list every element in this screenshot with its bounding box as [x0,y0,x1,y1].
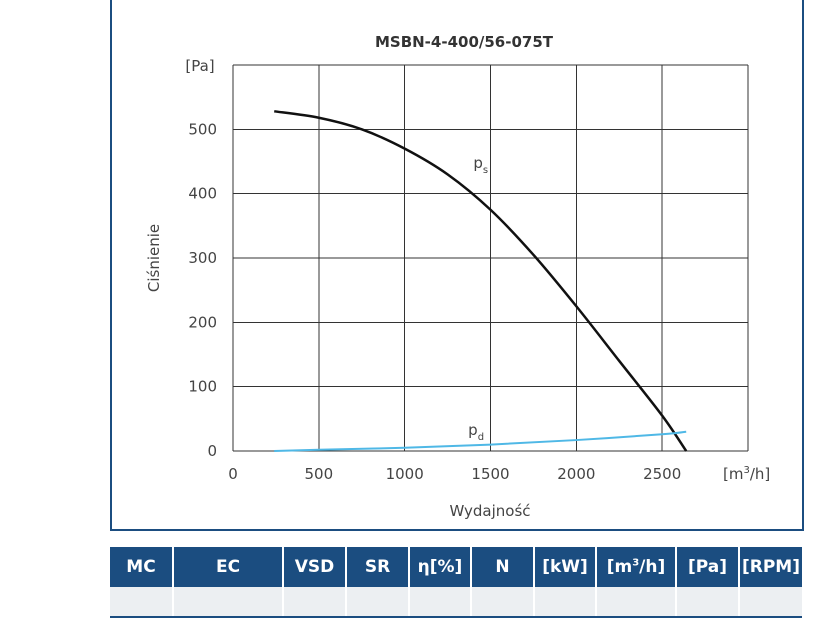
table-cell [110,587,173,618]
table-cell [408,587,471,618]
chart-title: MSBN-4-400/56-075T [375,33,554,51]
tick-labels: 0 500 1000 1500 2000 2500 0 100 200 300 400 500 [188,120,681,483]
table-cell [738,587,802,618]
series: ps pd [274,110,688,452]
table-header-cell: η[%] [408,547,471,587]
series-label-pd: pd [468,421,484,443]
x-axis-label: Wydajność [449,502,530,520]
y-tick-label: 200 [188,313,217,331]
table-header-cell: [Pa] [675,547,739,587]
table-header-cell: VSD [282,547,346,587]
x-unit-label: [m3/h] [723,465,770,483]
series-line-pd [274,430,687,452]
table-cell [470,587,534,618]
x-tick-label: 500 [305,465,334,483]
table-header-cell: SR [345,547,409,587]
series-line-ps [274,110,688,452]
table-header-cell: [RPM] [738,547,802,587]
table-row [110,587,802,618]
y-tick-label: 0 [207,442,217,460]
y-tick-label: 400 [188,185,217,203]
table-header-row: MC EC VSD SR η[%] N [kW] [m3/h] [Pa] [RPM] [110,547,802,587]
performance-chart: MSBN-4-400/56-075T [Pa] Ciśnienie Wydajn… [145,33,770,520]
spec-table: MC EC VSD SR η[%] N [kW] [m3/h] [Pa] [RPM] [110,547,802,618]
x-tick-label: 2500 [643,465,681,483]
y-tick-label: 500 [188,120,217,138]
x-tick-label: 0 [228,465,238,483]
table-cell [675,587,739,618]
y-tick-label: 100 [188,378,217,396]
table-cell [345,587,409,618]
y-tick-label: 300 [188,249,217,267]
table-header-cell: [kW] [533,547,596,587]
x-tick-label: 2000 [557,465,595,483]
x-tick-label: 1500 [471,465,509,483]
table-cell [172,587,283,618]
table-header-cell: [m3/h] [595,547,676,587]
chart-frame: MSBN-4-400/56-075T [Pa] Ciśnienie Wydajn… [110,0,804,531]
table-cell [533,587,596,618]
x-tick-label: 1000 [386,465,424,483]
grid [232,64,749,452]
table-header-cell: EC [172,547,283,587]
table-cell [282,587,346,618]
table-header-cell: MC [110,547,173,587]
y-unit-label: [Pa] [185,57,214,75]
table-cell [595,587,676,618]
table-header-cell: N [470,547,534,587]
y-axis-label: Ciśnienie [145,224,163,292]
series-label-ps: ps [473,154,488,176]
